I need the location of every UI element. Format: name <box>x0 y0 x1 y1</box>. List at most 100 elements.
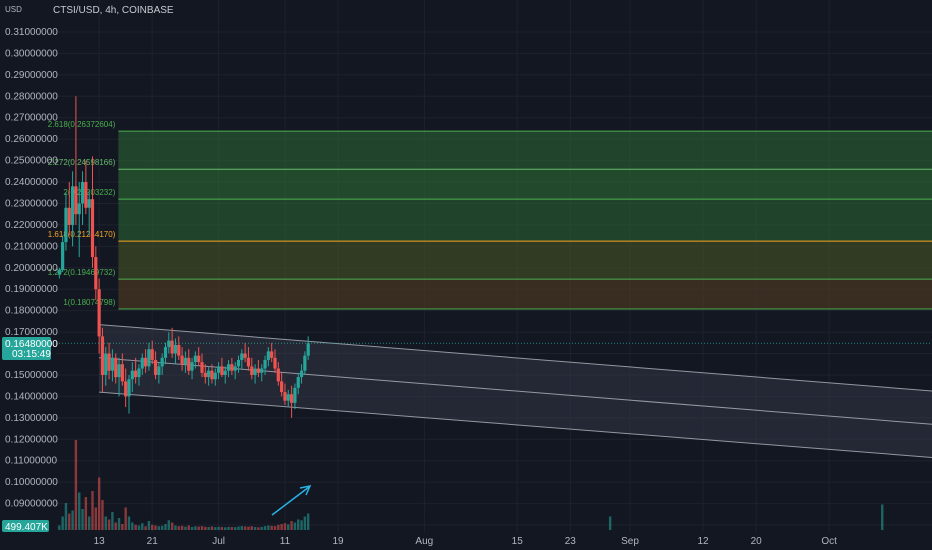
candle <box>270 342 274 363</box>
candle <box>280 372 284 397</box>
candle <box>230 357 234 375</box>
volume-bar <box>78 492 81 530</box>
candle-body <box>77 203 81 215</box>
volume-bar <box>297 519 300 530</box>
volume-bar <box>64 503 68 530</box>
time-tick-label: Aug <box>415 536 433 547</box>
volume-bar <box>144 526 147 530</box>
candle <box>163 342 168 365</box>
volume-bar <box>180 525 184 530</box>
candle <box>180 347 184 371</box>
candle-body <box>187 357 191 371</box>
volume-bar <box>114 522 117 530</box>
volume-bar <box>224 527 227 530</box>
candle-body <box>223 370 227 375</box>
candle <box>207 366 211 386</box>
fib-level-label: 2.272(0.24598166) <box>48 158 116 167</box>
candle <box>124 368 128 408</box>
candle <box>70 171 75 247</box>
price-tick-label: 0.27000000 <box>5 113 58 124</box>
volume-bar <box>137 525 141 530</box>
volume-bar <box>293 522 297 530</box>
time-tick-label: 15 <box>512 536 524 547</box>
candle <box>216 362 221 380</box>
candle-body <box>100 336 105 375</box>
volume-bar <box>71 510 74 530</box>
candle <box>283 383 287 405</box>
channel-lower-line <box>99 391 932 458</box>
candle <box>114 353 118 384</box>
candle-body <box>183 357 188 365</box>
candle-body <box>117 364 121 378</box>
volume-bar <box>167 520 171 530</box>
candle-body <box>240 353 244 360</box>
candle-body <box>180 355 184 365</box>
time-tick-label: Jul <box>212 536 225 547</box>
candle-body <box>197 355 201 363</box>
candle-body <box>306 343 310 356</box>
volume-bar <box>200 526 204 530</box>
candle <box>94 246 98 300</box>
price-tick-label: 0.12000000 <box>5 434 58 445</box>
candle <box>100 327 105 393</box>
candle <box>256 359 261 378</box>
symbol-title[interactable]: CTSI/USD, 4h, COINBASE <box>53 5 174 16</box>
candle-body <box>67 207 71 225</box>
candle <box>110 349 115 382</box>
candle-body <box>124 381 128 397</box>
volume-bar <box>74 440 78 530</box>
candle <box>77 182 81 258</box>
candle <box>90 156 95 268</box>
price-tick-label: 0.09000000 <box>5 499 58 510</box>
candle-body <box>263 359 267 369</box>
candle-body <box>210 370 214 380</box>
volume-bar <box>107 519 111 530</box>
price-tick-label: 0.14000000 <box>5 391 58 402</box>
candle <box>160 353 164 375</box>
candle-body <box>283 392 287 401</box>
volume-bar <box>306 513 310 530</box>
candle-body <box>236 359 241 367</box>
volume-bar <box>177 526 180 530</box>
candle <box>157 362 161 384</box>
candle <box>107 342 111 380</box>
candle-body <box>293 387 297 403</box>
volume-badge-label: 499.407K <box>5 522 48 533</box>
fib-zone <box>118 199 932 242</box>
price-axis[interactable]: 0.31000000 0.30000000 0.29000000 0.28000000… <box>5 27 58 510</box>
fib-zone <box>118 131 932 170</box>
candle <box>253 364 257 384</box>
candle <box>170 327 174 358</box>
candle-body <box>110 357 115 371</box>
candle <box>220 357 224 378</box>
candle-body <box>107 353 111 371</box>
candle <box>197 347 201 367</box>
candle <box>210 364 214 384</box>
candle-body <box>114 357 118 378</box>
candle-body <box>280 381 284 393</box>
volume-bar <box>303 516 307 530</box>
price-tick-label: 0.20000000 <box>5 263 58 274</box>
candle-body <box>260 368 264 373</box>
volume-bar <box>260 527 263 530</box>
candle-body <box>216 366 221 373</box>
currency-label: USD <box>5 5 22 14</box>
candle <box>61 235 65 273</box>
candle-body <box>170 340 174 354</box>
candlesticks <box>57 96 310 418</box>
candle-body <box>74 186 78 215</box>
candle-body <box>220 366 224 375</box>
volume-bar <box>283 523 287 530</box>
price-tick-label: 0.24000000 <box>5 177 58 188</box>
volume-bar <box>247 526 250 530</box>
arrow-head <box>299 484 312 496</box>
volume-bar <box>187 525 190 530</box>
time-axis[interactable]: 13 21 Jul 11 19 Aug 15 23 Sep 12 20 Oct <box>94 536 838 547</box>
candle <box>177 336 181 360</box>
volume-bar <box>194 526 197 530</box>
candle-body <box>104 353 108 375</box>
candle-body <box>286 394 290 401</box>
candle <box>299 364 304 384</box>
volume-bars <box>58 440 884 530</box>
